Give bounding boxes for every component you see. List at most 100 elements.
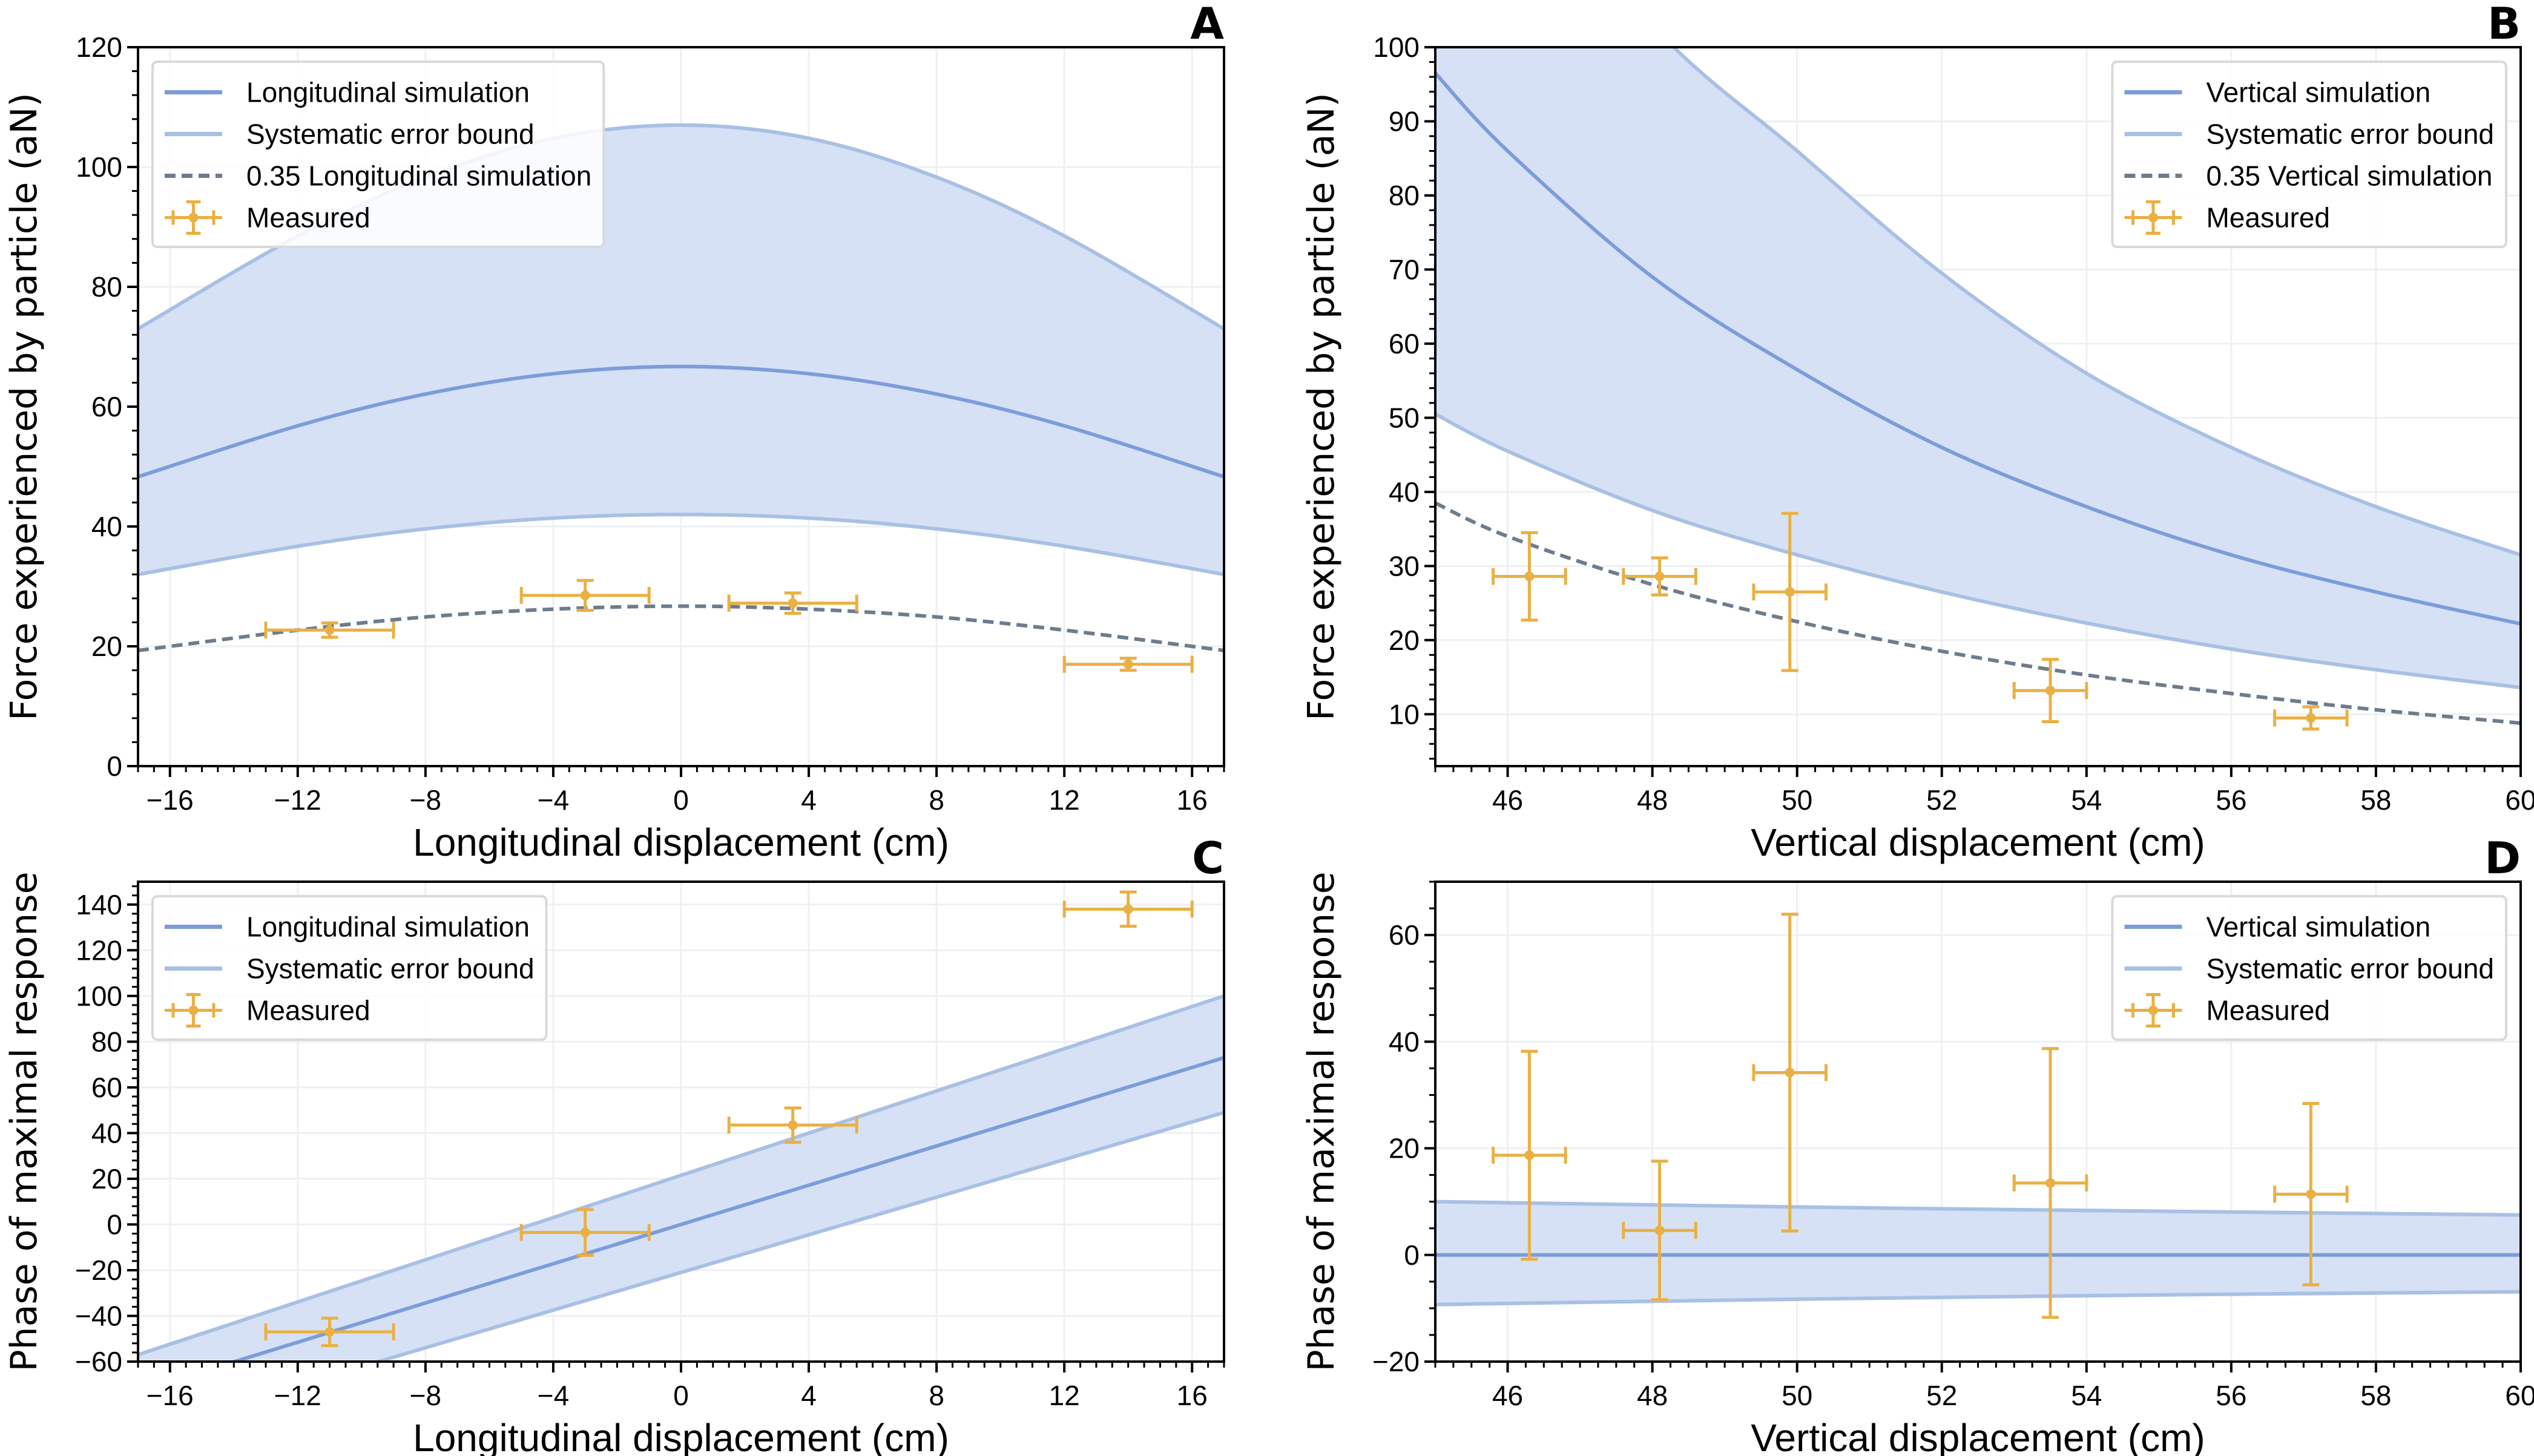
y-tick-label: −60 [75, 1346, 122, 1377]
error-band [1435, 1201, 2521, 1305]
measured-marker [788, 1120, 798, 1130]
measured-point [519, 579, 651, 612]
x-tick-label: 4 [801, 784, 817, 816]
panel-letter: C [1192, 833, 1224, 884]
y-axis-label: Force experienced by particle (aN) [3, 93, 45, 721]
measured-point [2012, 1047, 2088, 1319]
x-tick-label: 56 [2216, 1380, 2246, 1411]
measured-marker [324, 625, 335, 635]
legend: Vertical simulation Systematic error boun… [2111, 61, 2507, 248]
x-tick-label: −4 [538, 1380, 569, 1411]
panel-c: −16 −12 −8 −4 0 4 8 12 16−60−40−2002040608010012… [3, 833, 1225, 1456]
x-axis-label: Longitudinal displacement (cm) [413, 1416, 949, 1456]
x-axis-label: Longitudinal displacement (cm) [413, 821, 949, 864]
y-tick-label: 0 [1404, 1239, 1420, 1271]
lower-bound-line [372, 1110, 1224, 1362]
legend-marker [2148, 1005, 2158, 1015]
legend-label: 0.35 Longitudinal simulation [246, 160, 591, 192]
x-tick-label: 46 [1492, 1380, 1523, 1411]
legend-handle [165, 993, 222, 1028]
panel-letter: D [2484, 833, 2521, 884]
y-tick-label: 100 [76, 980, 122, 1012]
x-tick-label: 60 [2505, 784, 2534, 816]
measured-point [2273, 1102, 2349, 1287]
measured-marker [1654, 571, 1665, 582]
legend-label: Systematic error bound [246, 953, 535, 985]
y-tick-label: 50 [1389, 402, 1420, 433]
x-tick-label: 12 [1049, 1380, 1080, 1411]
measured-point [519, 1208, 651, 1257]
scaled-simulation-line [1435, 501, 2521, 725]
panel-a: −16 −12 −8 −4 0 4 8 12 16 0 20 40 60 80 100 120 Longitud… [3, 0, 1225, 864]
legend-handle [165, 200, 222, 235]
y-axis-label: Force experienced by particle (aN) [1300, 93, 1343, 721]
x-tick-label: 58 [2360, 1380, 2391, 1411]
y-tick-label: 140 [76, 889, 122, 920]
plot-area [1435, 1199, 2521, 1307]
y-tick-label: 60 [1389, 919, 1420, 951]
plot-area [1435, 47, 2521, 725]
measured-marker [580, 590, 590, 600]
measured-marker [1785, 1067, 1795, 1078]
upper-bound-line [1435, 1199, 2521, 1217]
measured-marker [324, 1326, 335, 1337]
scaled-simulation-line [138, 604, 1224, 652]
x-tick-label: 54 [2071, 784, 2102, 816]
measured-marker [1524, 1150, 1535, 1161]
legend-label: Vertical simulation [2206, 911, 2430, 943]
x-tick-label: 58 [2360, 784, 2391, 816]
measured-marker [1524, 571, 1535, 582]
measured-marker [2306, 713, 2316, 723]
measured-marker [1123, 904, 1133, 914]
x-tick-label: 52 [1926, 784, 1957, 816]
upper-bound-line [138, 994, 1224, 1357]
legend-label: Measured [2206, 202, 2330, 234]
y-tick-label: 80 [1389, 180, 1420, 211]
y-tick-label: 20 [91, 631, 122, 662]
x-tick-label: 0 [673, 1380, 689, 1411]
measured-point [1492, 1049, 1567, 1261]
legend-box [151, 895, 548, 1041]
plot-area [138, 994, 1224, 1362]
legend-label: Measured [246, 202, 370, 234]
measured-point [2012, 658, 2088, 724]
y-tick-label: 120 [76, 31, 122, 63]
y-tick-label: 40 [91, 511, 122, 542]
legend-label: Systematic error bound [2206, 953, 2494, 985]
y-tick-label: −20 [75, 1254, 122, 1286]
measured-marker [2045, 1178, 2056, 1188]
legend-label: Longitudinal simulation [246, 911, 530, 943]
panel-letter: A [1190, 0, 1224, 49]
panel-d: 46 48 50 52 54 56 58 60 −20 0 20 40 60 Vertical displ… [1300, 833, 2534, 1456]
measured-point [727, 591, 858, 615]
legend-handle [2124, 200, 2182, 235]
y-tick-label: 40 [1389, 476, 1420, 508]
legend-label: Systematic error bound [246, 119, 535, 150]
y-tick-label: 10 [1389, 698, 1420, 730]
lower-bound-line [138, 513, 1224, 577]
y-tick-label: 30 [1389, 550, 1420, 582]
measured-point [1062, 655, 1194, 673]
y-tick-label: 100 [1373, 31, 1420, 63]
y-tick-label: 120 [76, 934, 122, 966]
y-tick-label: −20 [1372, 1346, 1420, 1377]
y-tick-label: 70 [1389, 254, 1420, 285]
measured-point [264, 1316, 395, 1348]
measured-marker [1123, 659, 1133, 669]
legend-label: Measured [246, 995, 370, 1026]
y-tick-label: 0 [107, 750, 122, 782]
measured-marker [580, 1227, 590, 1238]
x-tick-label: 12 [1049, 784, 1080, 816]
legend-marker [188, 212, 199, 223]
y-tick-label: 40 [1389, 1026, 1420, 1057]
x-tick-label: 52 [1926, 1380, 1957, 1411]
legend-marker [188, 1005, 199, 1015]
y-tick-label: −40 [75, 1300, 122, 1331]
x-tick-label: 16 [1177, 784, 1208, 816]
legend-marker [2148, 212, 2158, 223]
x-tick-label: 48 [1637, 1380, 1668, 1411]
x-axis-label: Vertical displacement (cm) [1751, 1416, 2205, 1456]
measured-marker [2306, 1189, 2316, 1199]
legend-label: Longitudinal simulation [246, 77, 530, 108]
